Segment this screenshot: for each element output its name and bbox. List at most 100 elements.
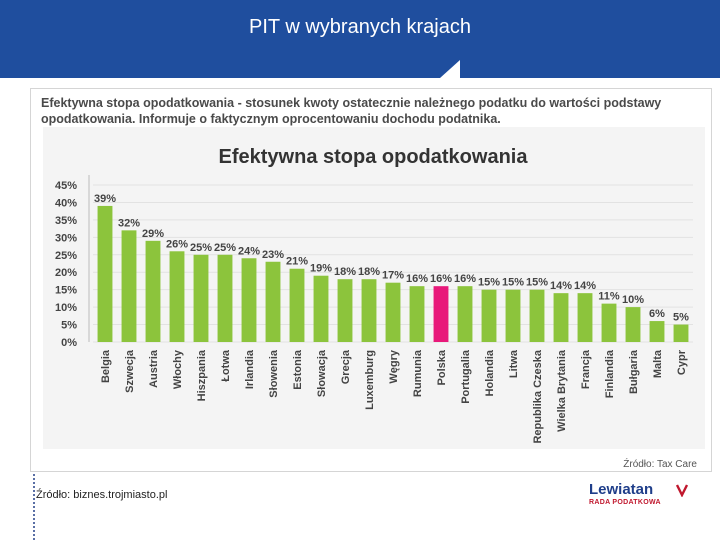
data-label: 23% [262, 249, 284, 261]
bar-słowenia [265, 261, 281, 342]
y-tick-label: 20% [55, 267, 77, 279]
bar-bułgaria [625, 307, 641, 342]
data-label: 11% [598, 291, 620, 303]
bar-chart: Efektywna stopa opodatkowania 0% 5% 10% 15% 2… [55, 146, 693, 444]
bar-szwecja [121, 230, 137, 342]
x-tick-label: Cypr [676, 349, 688, 375]
bar-łotwa [217, 254, 233, 342]
header-wedge [440, 60, 460, 78]
data-label: 19% [310, 263, 332, 275]
x-tick-label: Luxemburg [364, 350, 376, 410]
x-tick-label: Estonia [292, 349, 304, 390]
data-label: 15% [502, 277, 524, 289]
data-label: 16% [430, 273, 452, 285]
x-tick-label: Grecja [340, 349, 352, 384]
data-label: 21% [286, 256, 308, 268]
y-tick-label: 25% [55, 250, 77, 262]
bar-holandia [481, 289, 497, 342]
x-tick-label: Węgry [388, 349, 400, 384]
data-label: 39% [94, 193, 116, 205]
x-tick-label: Litwa [508, 349, 520, 378]
bar-luxemburg [361, 279, 377, 342]
bar-grecja [337, 279, 353, 342]
y-tick-label: 10% [55, 302, 77, 314]
bar-estonia [289, 268, 305, 342]
data-label: 25% [190, 242, 212, 254]
y-tick-label: 30% [55, 232, 77, 244]
x-tick-label: Rumunia [412, 349, 424, 397]
chart-panel: Efektywna stopa opodatkowania 0% 5% 10% 15% 2… [43, 127, 705, 449]
slide-source: Źródło: biznes.trojmiasto.pl [36, 489, 168, 501]
data-label: 6% [649, 308, 665, 320]
chart-title: Efektywna stopa opodatkowania [219, 146, 529, 168]
data-label: 15% [478, 277, 500, 289]
bar-irlandia [241, 258, 257, 342]
x-tick-label: Portugalia [460, 349, 472, 404]
x-tick-label: Belgia [100, 349, 112, 383]
bar-litwa [505, 289, 521, 342]
x-tick-label: Austria [148, 349, 160, 388]
slide-header [0, 0, 720, 78]
bar-słowacja [313, 275, 329, 342]
bar-węgry [385, 282, 401, 342]
x-tick-label: Hiszpania [196, 349, 208, 401]
x-tick-label: Słowacja [316, 349, 328, 397]
lewiatan-logo: Lewiatan RADA PODATKOWA [585, 481, 697, 509]
bar-austria [145, 240, 161, 342]
slide-title: PIT w wybranych krajach [249, 16, 471, 38]
y-tick-label: 0% [61, 337, 77, 349]
data-label: 18% [334, 266, 356, 278]
x-tick-label: Polska [436, 349, 448, 385]
y-tick-label: 15% [55, 285, 77, 297]
data-label: 16% [454, 273, 476, 285]
data-label: 15% [526, 277, 548, 289]
data-label: 17% [382, 270, 404, 282]
x-tick-label: Finlandia [604, 349, 616, 398]
bar-francja [577, 293, 593, 342]
data-label: 32% [118, 217, 140, 229]
bar-republika-czeska [529, 289, 545, 342]
x-tick-label: Irlandia [244, 349, 256, 389]
bar-wielka-brytania [553, 293, 569, 342]
bar-włochy [169, 251, 185, 342]
data-label: 5% [673, 312, 689, 324]
bar-belgia [97, 205, 113, 342]
data-label: 14% [550, 280, 572, 292]
x-tick-label: Włochy [172, 349, 184, 389]
y-tick-label: 5% [61, 320, 77, 332]
logo-mark-icon [675, 484, 689, 497]
chart-figure: Efektywna stopa opodatkowania - stosunek… [30, 88, 712, 472]
logo-subtitle: RADA PODATKOWA [589, 499, 661, 506]
x-tick-label: Malta [652, 349, 664, 378]
data-label: 26% [166, 238, 188, 250]
bar-polska [433, 286, 449, 342]
x-tick-label: Szwecja [124, 349, 136, 393]
bar-cypr [673, 324, 689, 342]
data-label: 10% [622, 294, 644, 306]
y-tick-label: 40% [55, 197, 77, 209]
x-tick-label: Wielka Brytania [556, 349, 568, 432]
y-tick-label: 35% [55, 215, 77, 227]
chart-source: Źródło: Tax Care [623, 459, 697, 470]
x-tick-label: Francja [580, 349, 592, 389]
figure-description: Efektywna stopa opodatkowania - stosunek… [41, 96, 662, 126]
bar-hiszpania [193, 254, 209, 342]
left-dotted-rule [33, 470, 35, 540]
x-tick-label: Holandia [484, 349, 496, 396]
data-label: 16% [406, 273, 428, 285]
bar-portugalia [457, 286, 473, 342]
x-tick-label: Słowenia [268, 349, 280, 398]
data-label: 29% [142, 228, 164, 240]
bar-rumunia [409, 286, 425, 342]
logo-name: Lewiatan [589, 481, 654, 498]
data-label: 14% [574, 280, 596, 292]
data-label: 24% [238, 245, 260, 257]
x-tick-label: Bułgaria [628, 349, 640, 394]
x-tick-label: Łotwa [220, 349, 232, 382]
x-tick-label: Republika Czeska [532, 349, 544, 443]
data-label: 25% [214, 242, 236, 254]
y-tick-label: 45% [55, 180, 77, 192]
bar-malta [649, 321, 665, 342]
data-label: 18% [358, 266, 380, 278]
bar-finlandia [601, 303, 617, 342]
